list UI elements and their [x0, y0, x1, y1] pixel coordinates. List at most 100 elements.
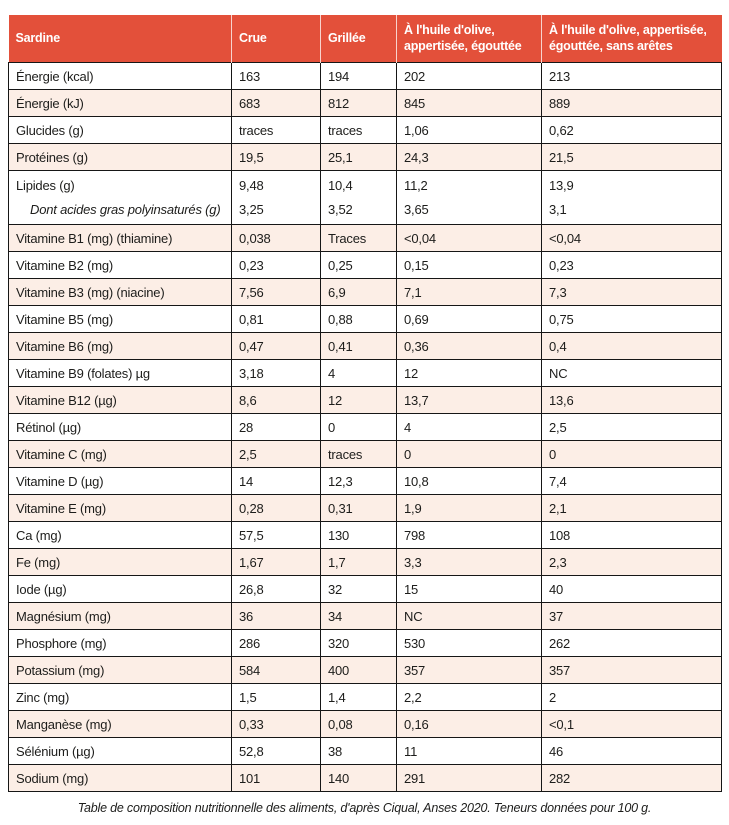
value-cell: 530 — [396, 629, 542, 657]
table-row: Énergie (kcal) 163 194 202 213 — [8, 62, 722, 90]
value-cell: 0 — [396, 440, 542, 468]
value-cell: 10,8 — [396, 467, 542, 495]
table-row: Vitamine E (mg) 0,28 0,31 1,9 2,1 — [8, 494, 722, 522]
row-label-cell: Magnésium (mg) — [8, 602, 232, 630]
row-label-cell: Énergie (kcal) — [8, 62, 232, 90]
value-cell: 0,28 — [231, 494, 321, 522]
header-row: Sardine Crue Grillée À l'huile d'olive, app… — [8, 14, 722, 63]
row-label-cell: Vitamine B6 (mg) — [8, 332, 232, 360]
table-row: Vitamine B3 (mg) (niacine) 7,56 6,9 7,1 7,3 — [8, 278, 722, 306]
value-cell: 9,48 3,25 — [231, 170, 321, 225]
table-row: Vitamine B1 (mg) (thiamine) 0,038 Traces <0… — [8, 224, 722, 252]
value-cell: 34 — [320, 602, 397, 630]
value-cell: 14 — [231, 467, 321, 495]
value-cell: 0,36 — [396, 332, 542, 360]
value-cell: 357 — [396, 656, 542, 684]
value-cell: 21,5 — [541, 143, 722, 171]
value-cell: 683 — [231, 89, 321, 117]
value-cell: 130 — [320, 521, 397, 549]
row-label-cell: Vitamine D (µg) — [8, 467, 232, 495]
value-cell: 2 — [541, 683, 722, 711]
table-row: Sélénium (µg) 52,8 38 11 46 — [8, 737, 722, 765]
value-cell: NC — [396, 602, 542, 630]
value-cell: 798 — [396, 521, 542, 549]
value-cell: 7,4 — [541, 467, 722, 495]
value-cell: 0,23 — [231, 251, 321, 279]
value-cell: <0,04 — [541, 224, 722, 252]
value-cell: 262 — [541, 629, 722, 657]
value-cell: 213 — [541, 62, 722, 90]
value-cell: 0,25 — [320, 251, 397, 279]
row-label-cell: Lipides (g) Dont acides gras polyinsaturé… — [8, 170, 232, 225]
value-cell: 12 — [396, 359, 542, 387]
value-cell: 0,23 — [541, 251, 722, 279]
table-row: Sodium (mg) 101 140 291 282 — [8, 764, 722, 792]
value-cell: 584 — [231, 656, 321, 684]
value-cell: 2,5 — [541, 413, 722, 441]
value-cell: 320 — [320, 629, 397, 657]
table-caption: Table de composition nutritionnelle des … — [77, 801, 652, 815]
value-cell: <0,1 — [541, 710, 722, 738]
value-cell: 3,3 — [396, 548, 542, 576]
value-cell: 0 — [320, 413, 397, 441]
value-cell: 4 — [320, 359, 397, 387]
table-row: Lipides (g) Dont acides gras polyinsaturé… — [8, 170, 722, 225]
value-cell: 0,62 — [541, 116, 722, 144]
value-sub: 3,1 — [549, 202, 567, 217]
table-row: Zinc (mg) 1,5 1,4 2,2 2 — [8, 683, 722, 711]
table-row: Énergie (kJ) 683 812 845 889 — [8, 89, 722, 117]
value-cell: 202 — [396, 62, 542, 90]
value-cell: 37 — [541, 602, 722, 630]
value-cell: traces — [231, 116, 321, 144]
value-cell: 26,8 — [231, 575, 321, 603]
value-cell: 11 — [396, 737, 542, 765]
table-row: Potassium (mg) 584 400 357 357 — [8, 656, 722, 684]
column-header: À l'huile d'olive, appertisée, égouttée,… — [541, 14, 722, 63]
table-row: Protéines (g) 19,5 25,1 24,3 21,5 — [8, 143, 722, 171]
value-cell: 163 — [231, 62, 321, 90]
value-cell: 0,4 — [541, 332, 722, 360]
row-label-cell: Vitamine B9 (folates) µg — [8, 359, 232, 387]
value-cell: 57,5 — [231, 521, 321, 549]
table-row: Vitamine C (mg) 2,5 traces 0 0 — [8, 440, 722, 468]
value-cell: 291 — [396, 764, 542, 792]
value-cell: 0,88 — [320, 305, 397, 333]
table-row: Vitamine B2 (mg) 0,23 0,25 0,15 0,23 — [8, 251, 722, 279]
value-cell: 1,67 — [231, 548, 321, 576]
row-label-cell: Vitamine B2 (mg) — [8, 251, 232, 279]
column-header: À l'huile d'olive, appertisée, égouttée — [396, 14, 542, 63]
row-label-cell: Manganèse (mg) — [8, 710, 232, 738]
value-cell: 3,18 — [231, 359, 321, 387]
value-cell: 0,47 — [231, 332, 321, 360]
value-cell: 36 — [231, 602, 321, 630]
row-label-cell: Sélénium (µg) — [8, 737, 232, 765]
row-label-cell: Vitamine B3 (mg) (niacine) — [8, 278, 232, 306]
table-row: Rétinol (µg) 28 0 4 2,5 — [8, 413, 722, 441]
value-cell: 2,2 — [396, 683, 542, 711]
value-cell: 1,9 — [396, 494, 542, 522]
table-row: Glucides (g) traces traces 1,06 0,62 — [8, 116, 722, 144]
value-cell: 12 — [320, 386, 397, 414]
value-cell: 4 — [396, 413, 542, 441]
row-label-cell: Iode (µg) — [8, 575, 232, 603]
value-cell: 140 — [320, 764, 397, 792]
value-cell: 0,31 — [320, 494, 397, 522]
value-cell: 282 — [541, 764, 722, 792]
row-label-cell: Potassium (mg) — [8, 656, 232, 684]
row-label-cell: Sodium (mg) — [8, 764, 232, 792]
table-row: Iode (µg) 26,8 32 15 40 — [8, 575, 722, 603]
value-cell: 286 — [231, 629, 321, 657]
value-main: 9,48 — [239, 178, 264, 193]
value-cell: 52,8 — [231, 737, 321, 765]
row-label-cell: Rétinol (µg) — [8, 413, 232, 441]
value-cell: 0,41 — [320, 332, 397, 360]
value-cell: 13,7 — [396, 386, 542, 414]
value-sub: 3,25 — [239, 202, 264, 217]
value-cell: 46 — [541, 737, 722, 765]
value-cell: 7,1 — [396, 278, 542, 306]
table-row: Magnésium (mg) 36 34 NC 37 — [8, 602, 722, 630]
value-cell: 1,5 — [231, 683, 321, 711]
table-row: Vitamine B5 (mg) 0,81 0,88 0,69 0,75 — [8, 305, 722, 333]
value-cell: 7,56 — [231, 278, 321, 306]
